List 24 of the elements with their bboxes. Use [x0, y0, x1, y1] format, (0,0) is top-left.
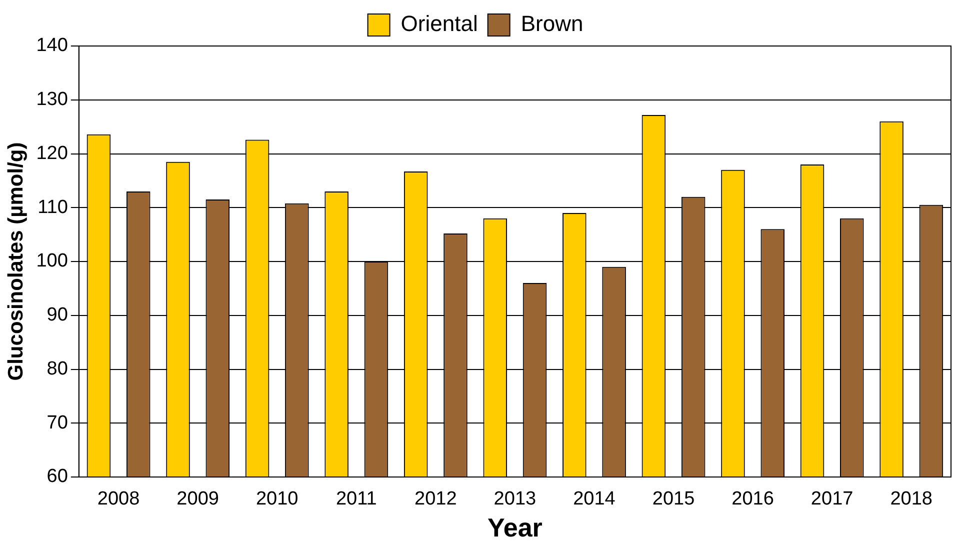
- legend-label: Brown: [520, 11, 584, 36]
- y-tick-label: 80: [46, 358, 68, 380]
- x-tick-label: 2009: [176, 488, 219, 510]
- x-tick-label: 2015: [652, 488, 695, 510]
- y-axis-title: Glucosinolates (µmol/g): [4, 142, 28, 381]
- y-tick-label: 60: [46, 466, 68, 488]
- legend-label: Oriental: [400, 11, 478, 36]
- x-axis-title: Year: [487, 512, 542, 543]
- x-tick-label: 2013: [494, 488, 536, 510]
- y-tick-label: 90: [46, 304, 68, 326]
- x-tick-label: 2011: [336, 488, 377, 510]
- x-tick-label: 2008: [97, 488, 140, 510]
- y-tick-label: 140: [36, 35, 68, 56]
- y-tick-label: 70: [46, 412, 68, 434]
- x-tick-label: 2012: [414, 488, 457, 510]
- x-tick-label: 2016: [732, 488, 774, 510]
- y-tick-label: 130: [36, 89, 68, 110]
- y-tick-label: 110: [38, 196, 68, 218]
- x-tick-label: 2017: [810, 488, 854, 510]
- x-tick-label: 2014: [573, 488, 616, 510]
- y-tick-label: 120: [36, 142, 68, 164]
- x-tick-label: 2018: [890, 488, 932, 510]
- y-tick-label: 100: [36, 250, 68, 272]
- x-tick-label: 2010: [256, 488, 298, 510]
